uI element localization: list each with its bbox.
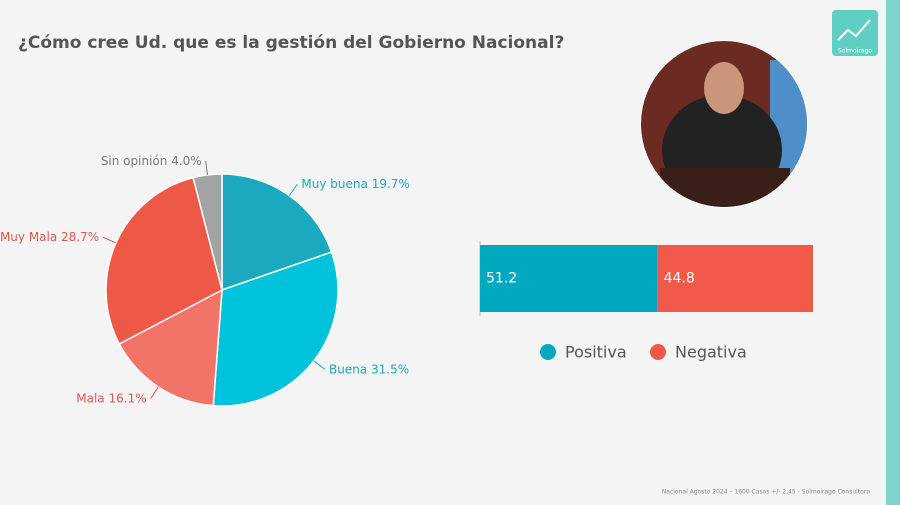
slice-value: 31.5%	[371, 362, 409, 376]
leader-line	[288, 183, 298, 196]
legend-label: Positiva	[565, 343, 627, 362]
legend-marker	[650, 344, 666, 360]
logo-text: Solmoirago	[838, 48, 872, 55]
slice-category: Buena	[329, 362, 367, 376]
data-label: 51.2	[486, 271, 517, 287]
slice-category: Mala	[76, 391, 104, 405]
logo-box	[832, 10, 878, 56]
photo-head	[704, 62, 744, 114]
footer: Nacional Agosto 2024 – 1600 Casos +/- 2,…	[662, 489, 871, 496]
pie-slice	[118, 288, 223, 407]
logo-line	[837, 19, 871, 41]
slice-value: 28.7%	[61, 230, 99, 244]
legend-label: Negativa	[675, 343, 747, 362]
data-label: 44.8	[664, 271, 695, 287]
slice-value: 16.1%	[109, 391, 147, 405]
leader-line	[102, 236, 117, 244]
side-strip	[886, 0, 900, 505]
slice-category: Muy Mala	[0, 230, 57, 244]
slice-category: Sin opinión	[101, 154, 168, 168]
slice-value: 4.0%	[171, 154, 202, 168]
logo: Solmoirago	[832, 10, 878, 56]
slice-label: Muy Mala 28.7%	[0, 230, 99, 244]
bar-segment	[657, 245, 813, 312]
slice-value: 19.7%	[372, 177, 410, 191]
leader-line	[205, 160, 208, 175]
slice-label: Sin opinión 4.0%	[101, 154, 202, 168]
slice-label: Buena 31.5%	[329, 362, 409, 376]
slice-label: Muy buena 19.7%	[301, 177, 409, 191]
bar-segment	[480, 245, 658, 312]
leader-line	[313, 360, 326, 370]
slice-label: Mala 16.1%	[76, 391, 146, 405]
title: ¿Cómo cree Ud. que es la gestión del Gob…	[18, 33, 564, 53]
legend-marker	[540, 344, 556, 360]
pie-slice	[212, 251, 339, 407]
slice-category: Muy buena	[301, 177, 367, 191]
leader-line	[150, 386, 159, 399]
